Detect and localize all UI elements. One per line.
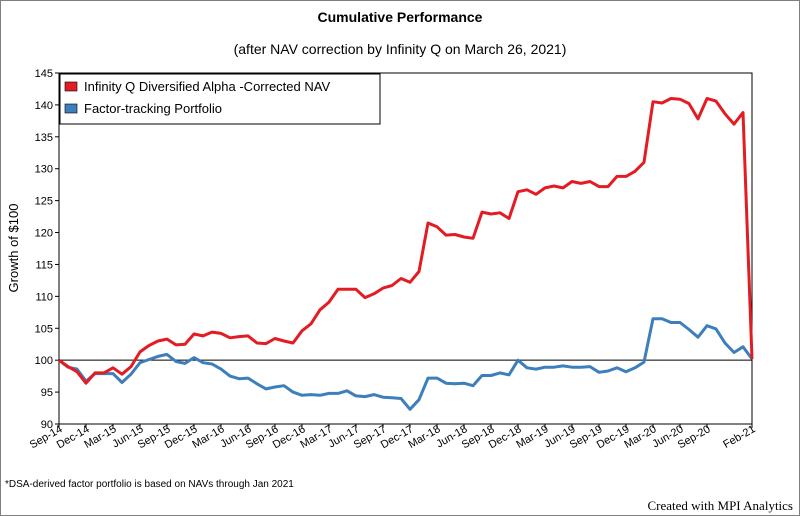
y-tick-label: 110 <box>35 291 53 303</box>
legend-swatch-infinity-q <box>64 81 78 92</box>
y-tick-label: 90 <box>41 419 53 431</box>
x-axis: Sep-14Dec-14Mar-15Jun-15Sep-15Dec-15Mar-… <box>28 423 758 451</box>
chart-title: Cumulative Performance <box>318 9 483 25</box>
y-tick-label: 140 <box>35 100 53 112</box>
x-tick-label: Feb-21 <box>721 423 757 451</box>
legend: Infinity Q Diversified Alpha -Corrected … <box>59 73 381 125</box>
chart-subtitle: (after NAV correction by Infinity Q on M… <box>234 41 567 57</box>
series-line-infinity-q <box>58 97 754 385</box>
y-tick-label: 100 <box>35 355 53 367</box>
footnote: *DSA-derived factor portfolio is based o… <box>5 479 294 490</box>
credit-text: Created with MPI Analytics <box>647 498 793 513</box>
y-axis: 90 95 100 105 110 115 120 125 130 135 140 145 <box>35 68 59 431</box>
y-axis-label: Growth of $100 <box>6 204 21 293</box>
legend-swatch-factor-tracking <box>64 103 78 114</box>
legend-label-factor-tracking: Factor-tracking Portfolio <box>84 101 222 116</box>
y-tick-label: 135 <box>35 132 53 144</box>
y-tick-label: 130 <box>35 164 53 176</box>
y-tick-label: 120 <box>35 228 53 240</box>
legend-box <box>59 73 381 125</box>
series-layer <box>58 97 754 411</box>
series-line-factor-tracking <box>58 317 754 411</box>
y-tick-label: 95 <box>41 387 53 399</box>
y-tick-label: 105 <box>35 323 53 335</box>
y-tick-label: 145 <box>35 68 53 80</box>
y-tick-label: 115 <box>35 259 53 271</box>
y-tick-label: 125 <box>35 196 53 208</box>
legend-label-infinity-q: Infinity Q Diversified Alpha -Corrected … <box>84 79 330 94</box>
